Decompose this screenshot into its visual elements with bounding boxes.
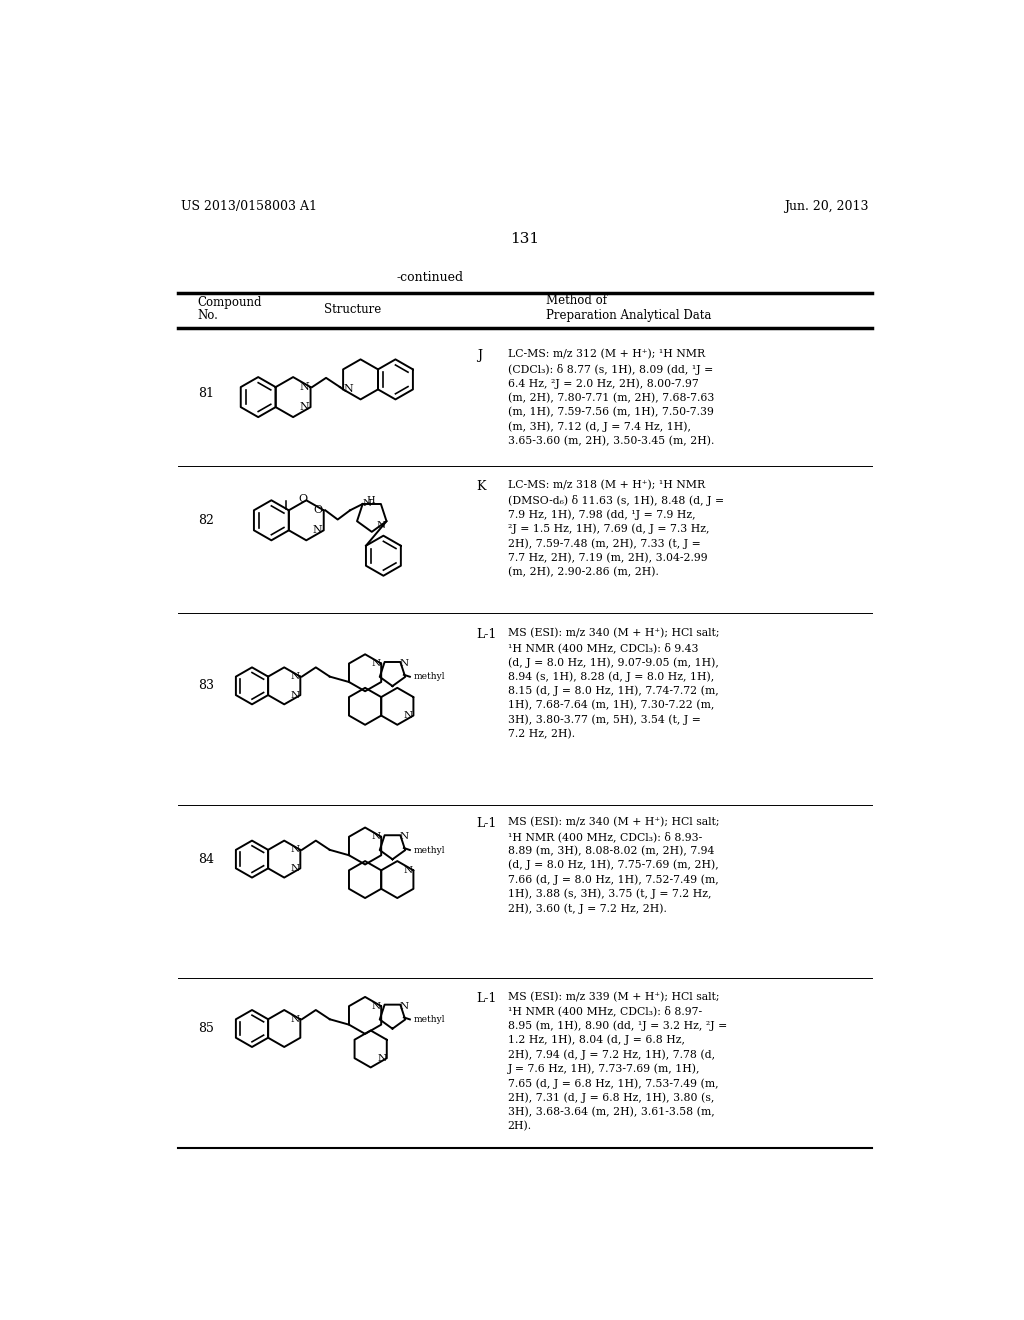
Text: 82: 82 <box>198 513 214 527</box>
Text: N: N <box>291 1015 300 1024</box>
Text: N: N <box>403 866 413 875</box>
Text: N: N <box>372 833 381 841</box>
Text: N: N <box>400 832 410 841</box>
Text: 131: 131 <box>510 232 540 247</box>
Text: N: N <box>400 1002 410 1011</box>
Text: L-1: L-1 <box>477 628 497 642</box>
Text: MS (ESI): m/z 340 (M + H⁺); HCl salt;
¹H NMR (400 MHz, CDCl₃): δ 9.43
(d, J = 8.: MS (ESI): m/z 340 (M + H⁺); HCl salt; ¹H… <box>508 628 719 739</box>
Text: N: N <box>299 381 309 392</box>
Text: methyl: methyl <box>414 1015 445 1024</box>
Text: 85: 85 <box>198 1022 214 1035</box>
Text: J: J <box>477 350 481 363</box>
Text: N: N <box>372 659 381 668</box>
Text: O: O <box>299 494 308 504</box>
Text: Jun. 20, 2013: Jun. 20, 2013 <box>784 199 869 213</box>
Text: N: N <box>372 1002 381 1011</box>
Text: US 2013/0158003 A1: US 2013/0158003 A1 <box>180 199 316 213</box>
Text: methyl: methyl <box>414 846 445 854</box>
Text: N: N <box>291 845 300 854</box>
Text: N: N <box>403 711 413 719</box>
Text: N: N <box>400 659 410 668</box>
Text: N: N <box>291 672 300 681</box>
Text: 83: 83 <box>198 680 214 693</box>
Text: N: N <box>312 525 323 536</box>
Text: N: N <box>377 521 386 531</box>
Text: LC-MS: m/z 318 (M + H⁺); ¹H NMR
(DMSO-d₆) δ 11.63 (s, 1H), 8.48 (d, J =
7.9 Hz, : LC-MS: m/z 318 (M + H⁺); ¹H NMR (DMSO-d₆… <box>508 480 724 577</box>
Text: MS (ESI): m/z 340 (M + H⁺); HCl salt;
¹H NMR (400 MHz, CDCl₃): δ 8.93-
8.89 (m, : MS (ESI): m/z 340 (M + H⁺); HCl salt; ¹H… <box>508 817 719 913</box>
Text: 81: 81 <box>198 387 214 400</box>
Text: N: N <box>377 1053 386 1063</box>
Text: N: N <box>291 863 300 873</box>
Text: Structure: Structure <box>325 302 381 315</box>
Text: O: O <box>313 506 323 515</box>
Text: H: H <box>366 496 375 504</box>
Text: N: N <box>299 403 309 412</box>
Text: K: K <box>477 480 486 494</box>
Text: MS (ESI): m/z 339 (M + H⁺); HCl salt;
¹H NMR (400 MHz, CDCl₃): δ 8.97-
8.95 (m, : MS (ESI): m/z 339 (M + H⁺); HCl salt; ¹H… <box>508 991 727 1131</box>
Text: No.: No. <box>198 309 219 322</box>
Text: 84: 84 <box>198 853 214 866</box>
Text: Preparation Analytical Data: Preparation Analytical Data <box>547 309 712 322</box>
Text: Compound: Compound <box>198 296 262 309</box>
Text: N: N <box>291 690 300 700</box>
Text: N: N <box>362 499 372 508</box>
Text: L-1: L-1 <box>477 991 497 1005</box>
Text: Method of: Method of <box>547 294 607 308</box>
Text: N: N <box>343 384 353 395</box>
Text: L-1: L-1 <box>477 817 497 830</box>
Text: methyl: methyl <box>414 672 445 681</box>
Text: LC-MS: m/z 312 (M + H⁺); ¹H NMR
(CDCl₃): δ 8.77 (s, 1H), 8.09 (dd, ¹J =
6.4 Hz, : LC-MS: m/z 312 (M + H⁺); ¹H NMR (CDCl₃):… <box>508 350 714 446</box>
Text: -continued: -continued <box>396 271 464 284</box>
